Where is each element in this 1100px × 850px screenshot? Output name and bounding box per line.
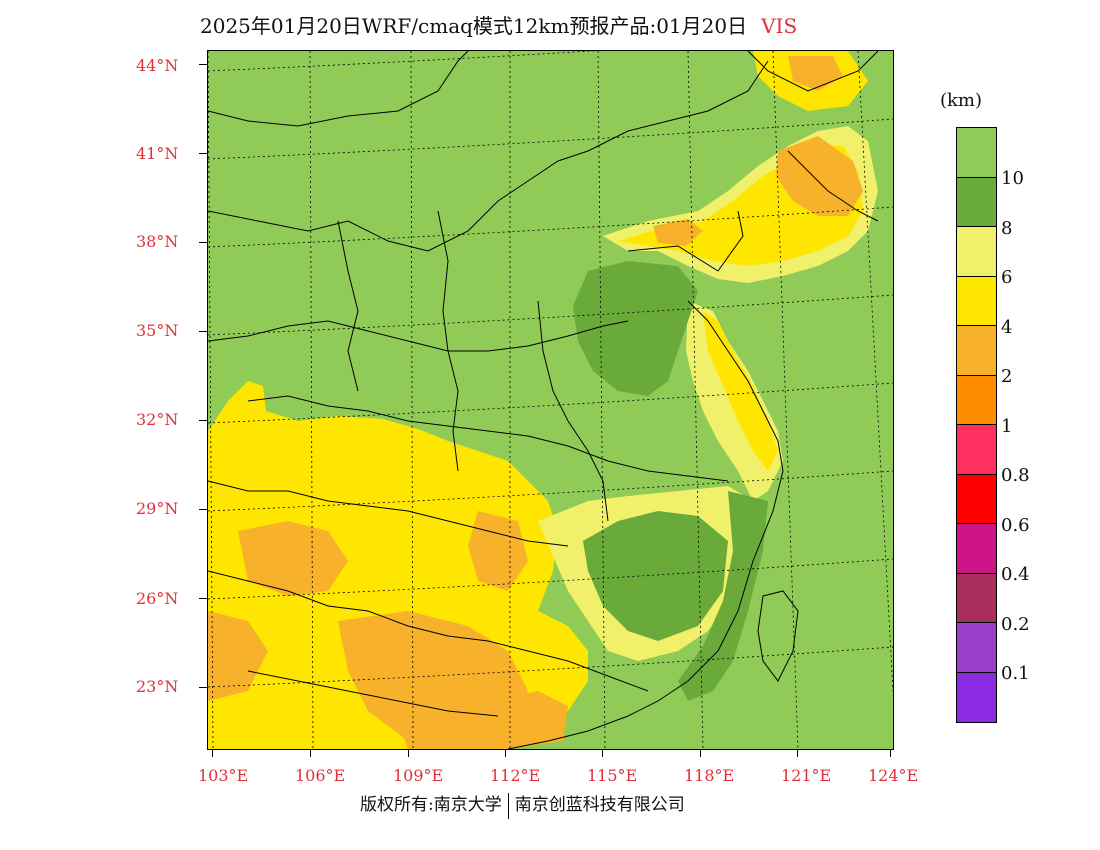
visibility-zone-8-10-north-china xyxy=(573,261,698,396)
legend-label: 10 xyxy=(1001,168,1024,189)
legend-swatch-4 xyxy=(957,326,996,376)
lon-label-106: 106°E xyxy=(295,766,346,785)
lon-label-115: 115°E xyxy=(587,766,638,785)
legend-swatch-0 xyxy=(957,128,996,178)
lat-tick xyxy=(199,153,207,154)
copyright-footer: 版权所有:南京大学 南京创蓝科技有限公司 xyxy=(360,790,685,819)
boundaries xyxy=(208,51,879,749)
map-canvas xyxy=(208,51,893,749)
visibility-zone-2-4-south-c xyxy=(468,511,528,591)
legend-label: 0.8 xyxy=(1001,465,1030,486)
legend-label: 0.4 xyxy=(1001,564,1030,585)
visibility-zone-2-4-west xyxy=(208,611,268,701)
legend-label: 0.6 xyxy=(1001,515,1030,536)
legend-colorbar xyxy=(956,127,997,723)
visibility-zone-8-10-sea xyxy=(678,491,768,701)
lon-tick xyxy=(797,749,798,757)
lat-tick xyxy=(199,331,207,332)
legend-label: 1 xyxy=(1001,416,1013,437)
legend-swatch-10 xyxy=(957,623,996,673)
legend-unit: (km) xyxy=(940,90,983,111)
visibility-zone-2-4-south-a xyxy=(238,521,348,596)
lon-tick xyxy=(212,749,213,757)
graticule xyxy=(208,51,893,749)
legend-label: 8 xyxy=(1001,218,1013,239)
lat-tick xyxy=(199,509,207,510)
lat-label-38: 38°N xyxy=(136,232,179,251)
lat-tick xyxy=(199,687,207,688)
lon-label-124: 124°E xyxy=(868,766,919,785)
title-text: 2025年01月20日WRF/cmaq模式12km预报产品:01月20日 xyxy=(200,14,748,38)
lon-label-112: 112°E xyxy=(490,766,541,785)
chart-title: 2025年01月20日WRF/cmaq模式12km预报产品:01月20日 VIS xyxy=(200,10,797,39)
visibility-map xyxy=(207,50,894,750)
lon-label-118: 118°E xyxy=(684,766,735,785)
lat-label-35: 35°N xyxy=(136,321,179,340)
footer-separator xyxy=(507,792,509,819)
legend-label: 0.1 xyxy=(1001,663,1030,684)
legend-swatch-5 xyxy=(957,375,996,425)
copyright-left: 版权所有:南京大学 xyxy=(360,795,502,815)
lon-label-103: 103°E xyxy=(198,766,249,785)
lat-tick xyxy=(199,242,207,243)
legend-swatch-11 xyxy=(957,672,996,722)
lat-label-29: 29°N xyxy=(136,499,179,518)
lon-tick xyxy=(310,749,311,757)
visibility-zone-2-4-coast-gx xyxy=(398,691,568,749)
legend-swatch-2 xyxy=(957,227,996,277)
variable-name: VIS xyxy=(761,14,798,38)
copyright-right: 南京创蓝科技有限公司 xyxy=(514,795,685,815)
lon-tick xyxy=(890,749,891,757)
legend-swatch-7 xyxy=(957,474,996,524)
lat-tick xyxy=(199,420,207,421)
legend-swatch-6 xyxy=(957,425,996,475)
visibility-zone-4-6-east-coast xyxy=(703,311,778,471)
lon-label-121: 121°E xyxy=(781,766,832,785)
visibility-zone-2-4-hebei xyxy=(653,219,703,246)
visibility-zone-2-4-liaoning xyxy=(776,136,863,216)
lat-label-26: 26°N xyxy=(136,589,179,608)
lat-label-41: 41°N xyxy=(136,144,179,163)
legend-label: 0.2 xyxy=(1001,614,1030,635)
lat-label-23: 23°N xyxy=(136,677,179,696)
legend-swatch-8 xyxy=(957,524,996,574)
lat-tick xyxy=(199,64,207,65)
legend-swatch-1 xyxy=(957,177,996,227)
lon-label-109: 109°E xyxy=(393,766,444,785)
lat-tick xyxy=(199,598,207,599)
legend-swatch-9 xyxy=(957,573,996,623)
legend-label: 6 xyxy=(1001,267,1013,288)
legend-swatch-3 xyxy=(957,276,996,326)
legend-label: 4 xyxy=(1001,317,1013,338)
lon-tick xyxy=(700,749,701,757)
lon-tick xyxy=(505,749,506,757)
lon-tick xyxy=(602,749,603,757)
lat-label-44: 44°N xyxy=(136,56,179,75)
lon-tick xyxy=(408,749,409,757)
legend-label: 2 xyxy=(1001,366,1013,387)
visibility-zone-8-10-fujian xyxy=(583,511,728,641)
lat-label-32: 32°N xyxy=(136,410,179,429)
